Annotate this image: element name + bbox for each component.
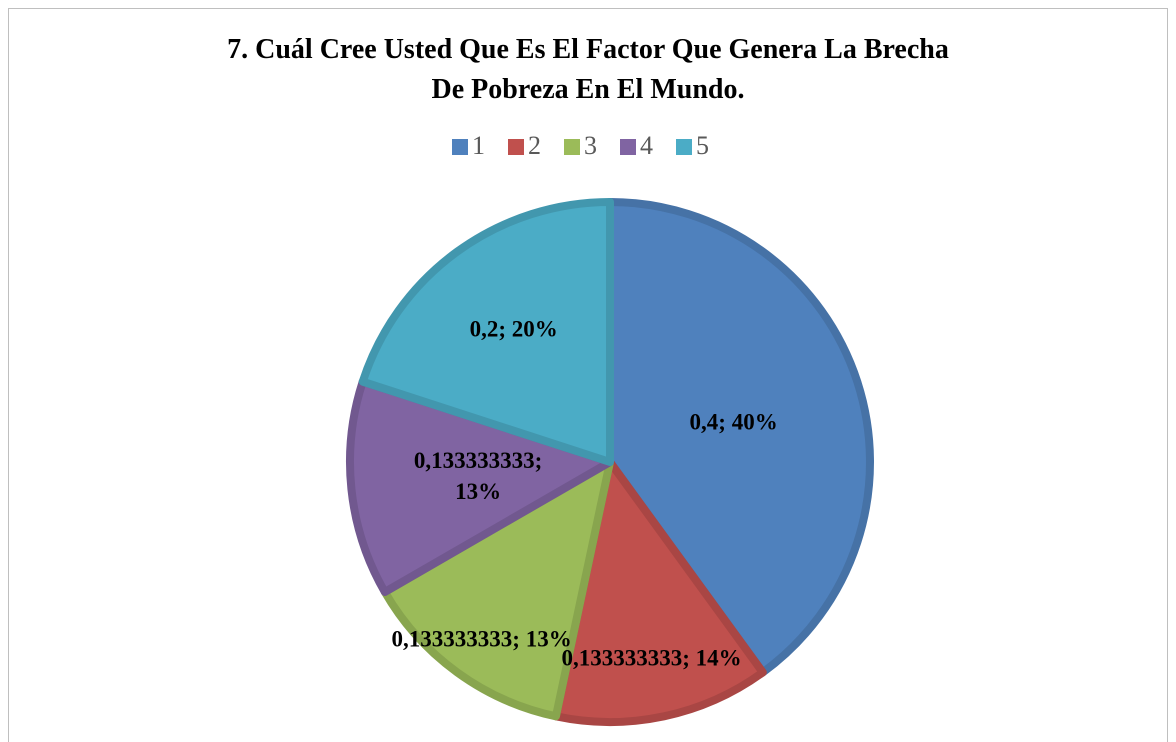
pie-slice (358, 198, 614, 466)
legend-label: 2 (528, 131, 541, 160)
legend-swatch (676, 139, 692, 155)
data-label: 0,133333333; 13% (413, 447, 543, 504)
legend-label: 4 (640, 131, 653, 160)
pie-slice (606, 198, 874, 677)
pie-slice (380, 458, 614, 721)
legend-swatch (508, 139, 524, 155)
chart-border (8, 8, 1168, 742)
pie-slice (551, 458, 767, 726)
legend-label: 1 (472, 131, 485, 160)
chart-title: 7. Cuál Cree Usted Que Es El Factor Que … (227, 34, 949, 65)
pie-slice (346, 377, 614, 596)
data-label: 0,133333333; 13% (391, 626, 572, 652)
data-label: 0,4; 40% (689, 409, 778, 435)
legend-swatch (564, 139, 580, 155)
legend-label: 3 (584, 131, 597, 160)
legend-swatch (620, 139, 636, 155)
legend-swatch (452, 139, 468, 155)
legend-label: 5 (696, 131, 709, 160)
chart-title: De Pobreza En El Mundo. (432, 74, 745, 105)
data-label: 0,2; 20% (469, 316, 558, 342)
data-label: 0,133333333; 14% (561, 645, 742, 671)
